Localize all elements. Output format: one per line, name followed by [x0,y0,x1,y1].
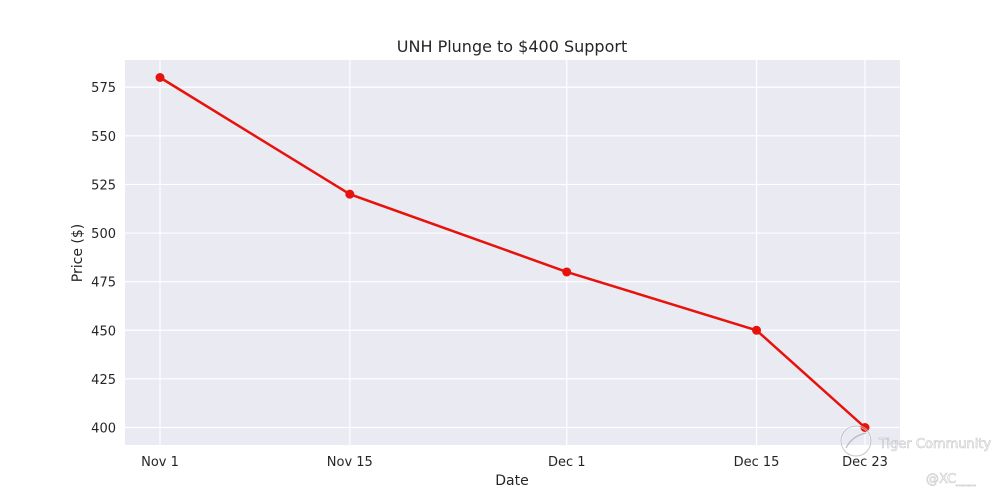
x-tick-label: Dec 1 [548,455,586,470]
y-tick-label: 450 [91,324,116,339]
y-tick-label: 475 [91,276,116,291]
watermark: Tiger Community @XC___ [839,424,992,487]
chart-title: UNH Plunge to $400 Support [397,37,627,56]
data-point [562,267,572,277]
x-tick-label: Nov 1 [141,455,179,470]
x-tick-label: Nov 15 [327,455,373,470]
x-axis-label: Date [495,473,528,489]
data-point [155,73,165,82]
x-tick-labels: Nov 1 Nov 15 Dec 1 Dec 15 Dec 23 [141,455,888,470]
y-tick-label: 425 [91,373,116,388]
y-tick-label: 550 [91,130,116,145]
tiger-logo-icon [839,424,873,458]
y-axis-label: Price ($) [70,224,86,282]
y-tick-label: 500 [91,227,116,242]
y-tick-label: 400 [91,422,116,437]
y-tick-label: 525 [91,178,116,193]
grid-lines [125,60,900,445]
series-layer [155,73,870,432]
watermark-brand: Tiger Community [878,437,991,452]
x-tick-label: Dec 23 [842,455,888,470]
x-tick-label: Dec 15 [734,455,780,470]
y-tick-label: 575 [91,81,116,96]
data-point [345,189,355,199]
watermark-handle: @XC___ [926,472,976,487]
y-tick-labels: 400 425 450 475 500 525 550 575 [91,81,116,436]
data-point [752,325,762,335]
